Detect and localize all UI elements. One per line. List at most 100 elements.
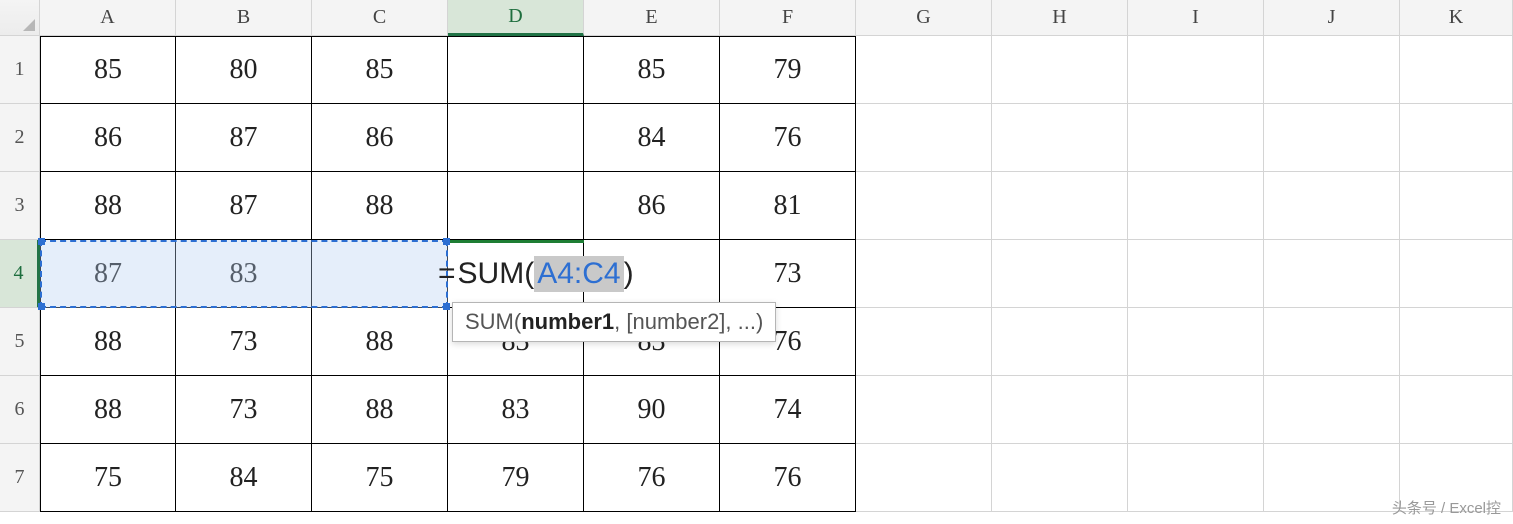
cell-B3[interactable]: 87 — [176, 172, 312, 240]
column-header-B[interactable]: B — [176, 0, 312, 36]
cell-I7[interactable] — [1128, 444, 1264, 512]
cell-J6[interactable] — [1264, 376, 1400, 444]
cell-H3[interactable] — [992, 172, 1128, 240]
cell-G2[interactable] — [856, 104, 992, 172]
cell-G4[interactable] — [856, 240, 992, 308]
cell-F7[interactable]: 76 — [720, 444, 856, 512]
cell-D1[interactable] — [448, 36, 584, 104]
cell-G3[interactable] — [856, 172, 992, 240]
cell-C6[interactable]: 88 — [312, 376, 448, 444]
cell-C1[interactable]: 85 — [312, 36, 448, 104]
cell-K1[interactable] — [1400, 36, 1513, 104]
row-header-4[interactable]: 4 — [0, 240, 40, 308]
cell-C5[interactable]: 88 — [312, 308, 448, 376]
cell-E6[interactable]: 90 — [584, 376, 720, 444]
cell-J4[interactable] — [1264, 240, 1400, 308]
cell-B7[interactable]: 84 — [176, 444, 312, 512]
cell-A3[interactable]: 88 — [40, 172, 176, 240]
cell-E2[interactable]: 84 — [584, 104, 720, 172]
cell-A5[interactable]: 88 — [40, 308, 176, 376]
cell-G1[interactable] — [856, 36, 992, 104]
cell-K5[interactable] — [1400, 308, 1513, 376]
cell-K2[interactable] — [1400, 104, 1513, 172]
cell-K3[interactable] — [1400, 172, 1513, 240]
cell-C2[interactable]: 86 — [312, 104, 448, 172]
cell-G7[interactable] — [856, 444, 992, 512]
cell-E1[interactable]: 85 — [584, 36, 720, 104]
cell-J5[interactable] — [1264, 308, 1400, 376]
cell-K4[interactable] — [1400, 240, 1513, 308]
cell-H6[interactable] — [992, 376, 1128, 444]
cell-H1[interactable] — [992, 36, 1128, 104]
cell-H2[interactable] — [992, 104, 1128, 172]
watermark-text: 头条号 / Excel控 — [1392, 497, 1501, 518]
column-header-A[interactable]: A — [40, 0, 176, 36]
cell-E7[interactable]: 76 — [584, 444, 720, 512]
cell-B4[interactable]: 83 — [176, 240, 312, 308]
cell-B2[interactable]: 87 — [176, 104, 312, 172]
cell-H4[interactable] — [992, 240, 1128, 308]
cell-H7[interactable] — [992, 444, 1128, 512]
cell-J3[interactable] — [1264, 172, 1400, 240]
cell-I4[interactable] — [1128, 240, 1264, 308]
column-header-F[interactable]: F — [720, 0, 856, 36]
cell-D7[interactable]: 79 — [448, 444, 584, 512]
cell-G6[interactable] — [856, 376, 992, 444]
column-header-D[interactable]: D — [448, 0, 584, 36]
cell-E3[interactable]: 86 — [584, 172, 720, 240]
cell-D3[interactable] — [448, 172, 584, 240]
cell-I2[interactable] — [1128, 104, 1264, 172]
row-header-1[interactable]: 1 — [0, 36, 40, 104]
cell-D2[interactable] — [448, 104, 584, 172]
row-4: 48783 73 — [0, 240, 1513, 308]
cell-B1[interactable]: 80 — [176, 36, 312, 104]
cell-C4[interactable] — [312, 240, 448, 308]
cell-H5[interactable] — [992, 308, 1128, 376]
column-header-J[interactable]: J — [1264, 0, 1400, 36]
formula-edit-overlay[interactable]: = SUM ( A4:C4 ) — [438, 256, 634, 292]
cell-F6[interactable]: 74 — [720, 376, 856, 444]
spreadsheet: ABCDEFGHIJK 1858085857928687868476388878… — [0, 0, 1513, 512]
cell-A4[interactable]: 87 — [40, 240, 176, 308]
formula-close: ) — [624, 257, 634, 291]
row-header-7[interactable]: 7 — [0, 444, 40, 512]
cell-J1[interactable] — [1264, 36, 1400, 104]
cell-D6[interactable]: 83 — [448, 376, 584, 444]
column-header-E[interactable]: E — [584, 0, 720, 36]
cell-A7[interactable]: 75 — [40, 444, 176, 512]
row-header-5[interactable]: 5 — [0, 308, 40, 376]
cell-J2[interactable] — [1264, 104, 1400, 172]
cell-C3[interactable]: 88 — [312, 172, 448, 240]
cell-A2[interactable]: 86 — [40, 104, 176, 172]
cell-I3[interactable] — [1128, 172, 1264, 240]
cell-A1[interactable]: 85 — [40, 36, 176, 104]
cell-F1[interactable]: 79 — [720, 36, 856, 104]
function-tooltip: SUM(number1, [number2], ...) — [452, 302, 776, 342]
column-header-K[interactable]: K — [1400, 0, 1513, 36]
row-header-3[interactable]: 3 — [0, 172, 40, 240]
row-header-6[interactable]: 6 — [0, 376, 40, 444]
cell-F2[interactable]: 76 — [720, 104, 856, 172]
cell-K6[interactable] — [1400, 376, 1513, 444]
column-header-H[interactable]: H — [992, 0, 1128, 36]
row-2: 28687868476 — [0, 104, 1513, 172]
cell-J7[interactable] — [1264, 444, 1400, 512]
cell-A6[interactable]: 88 — [40, 376, 176, 444]
row-6: 6887388839074 — [0, 376, 1513, 444]
cell-F4[interactable]: 73 — [720, 240, 856, 308]
select-all-corner[interactable] — [0, 0, 40, 36]
column-header-C[interactable]: C — [312, 0, 448, 36]
column-header-I[interactable]: I — [1128, 0, 1264, 36]
cell-F3[interactable]: 81 — [720, 172, 856, 240]
cell-I1[interactable] — [1128, 36, 1264, 104]
tooltip-fn: SUM( — [465, 309, 521, 334]
row-header-2[interactable]: 2 — [0, 104, 40, 172]
cell-B5[interactable]: 73 — [176, 308, 312, 376]
cell-G5[interactable] — [856, 308, 992, 376]
cell-C7[interactable]: 75 — [312, 444, 448, 512]
cell-I5[interactable] — [1128, 308, 1264, 376]
cell-I6[interactable] — [1128, 376, 1264, 444]
column-header-G[interactable]: G — [856, 0, 992, 36]
cell-B6[interactable]: 73 — [176, 376, 312, 444]
tooltip-rest: , [number2], ...) — [614, 309, 763, 334]
